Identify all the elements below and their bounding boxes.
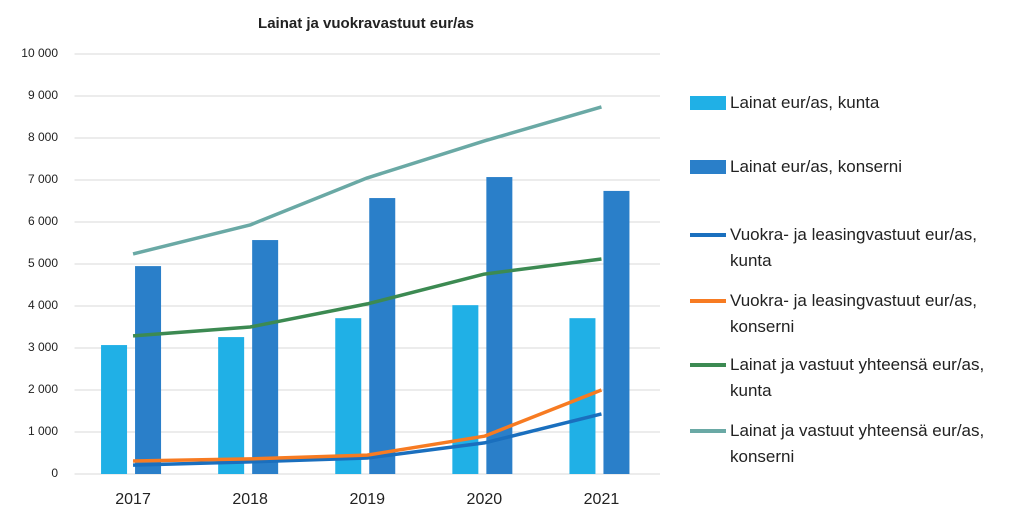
legend-swatch [690, 96, 726, 110]
line [133, 388, 603, 463]
legend-label: Lainat eur/as, kunta [730, 93, 880, 112]
legend-label: Vuokra- ja leasingvastuut eur/as, konser… [730, 291, 977, 336]
bar [218, 337, 245, 474]
line [132, 257, 602, 338]
x-tick-label: 2017 [115, 491, 151, 508]
y-tick-label: 5 000 [28, 256, 58, 270]
bar [369, 198, 396, 474]
legend-label: Vuokra- ja leasingvastuut eur/as, kunta [730, 225, 977, 270]
bar [452, 305, 479, 474]
y-tick-label: 4 000 [28, 298, 58, 312]
bar [135, 266, 162, 474]
legend-item: Vuokra- ja leasingvastuut eur/as, kunta [690, 222, 1010, 274]
legend-swatch [690, 363, 726, 367]
legend-swatch [690, 160, 726, 174]
legend-item: Lainat ja vastuut yhteensä eur/as, konse… [690, 418, 1010, 470]
bar [486, 177, 513, 474]
legend-swatch [690, 429, 726, 433]
legend-swatch [690, 233, 726, 237]
legend-item: Lainat eur/as, konserni [690, 154, 1010, 180]
y-tick-label: 6 000 [28, 214, 58, 228]
x-tick-label: 2020 [467, 491, 503, 508]
y-tick-label: 10 000 [21, 46, 58, 60]
x-tick-label: 2019 [349, 491, 385, 508]
legend-label: Lainat ja vastuut yhteensä eur/as, konse… [730, 421, 985, 466]
y-tick-label: 9 000 [28, 88, 58, 102]
legend-label: Lainat eur/as, konserni [730, 157, 902, 176]
bar [603, 190, 630, 475]
bar [101, 345, 128, 474]
legend-item: Vuokra- ja leasingvastuut eur/as, konser… [690, 288, 1010, 340]
y-tick-label: 8 000 [28, 130, 58, 144]
y-tick-label: 1 000 [28, 424, 58, 438]
chart-title: Lainat ja vuokravastuut eur/as [258, 15, 474, 32]
line [132, 105, 602, 256]
y-tick-label: 3 000 [28, 340, 58, 354]
line [132, 412, 602, 467]
bar [335, 318, 362, 474]
y-tick-label: 0 [51, 466, 58, 480]
legend-swatch [690, 299, 726, 303]
x-tick-label: 2021 [584, 491, 620, 508]
y-tick-label: 2 000 [28, 382, 58, 396]
x-tick-label: 2018 [232, 491, 268, 508]
bar [252, 240, 279, 474]
legend-item: Lainat ja vastuut yhteensä eur/as, kunta [690, 352, 1010, 404]
legend-item: Lainat eur/as, kunta [690, 90, 1010, 116]
legend-label: Lainat ja vastuut yhteensä eur/as, kunta [730, 355, 985, 400]
y-tick-label: 7 000 [28, 172, 58, 186]
